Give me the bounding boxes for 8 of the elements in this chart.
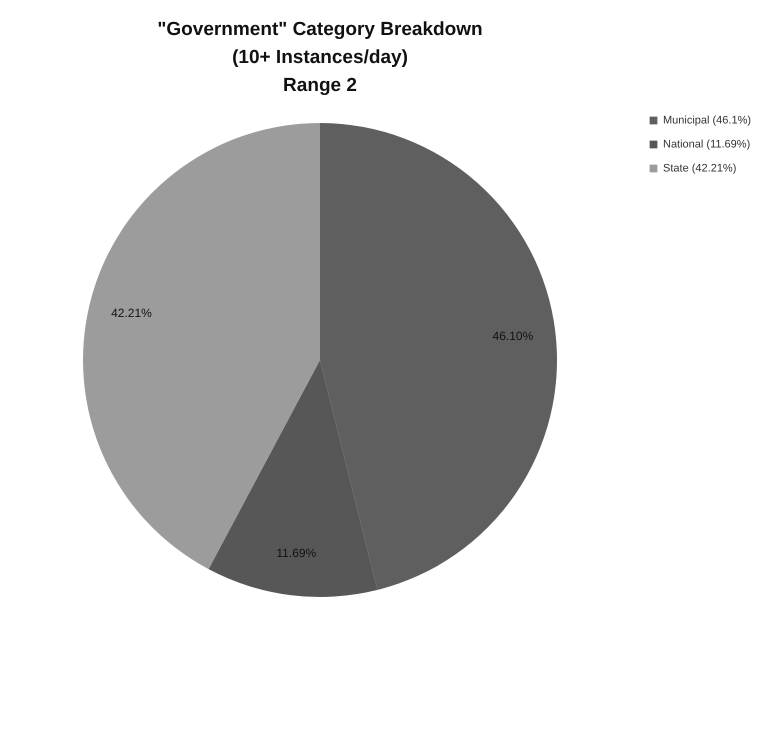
legend-label: State (42.21%) [663, 162, 736, 174]
chart-title: "Government" Category Breakdown (10+ Instances/day) Range 2 [157, 19, 483, 96]
pie-slice [83, 123, 320, 570]
data-label: 11.69% [276, 546, 317, 560]
data-label: 42.21% [111, 306, 152, 320]
data-label: 46.10% [492, 329, 534, 344]
legend-label: Municipal (46.1%) [663, 114, 752, 126]
legend-label: National (11.69%) [663, 138, 750, 150]
